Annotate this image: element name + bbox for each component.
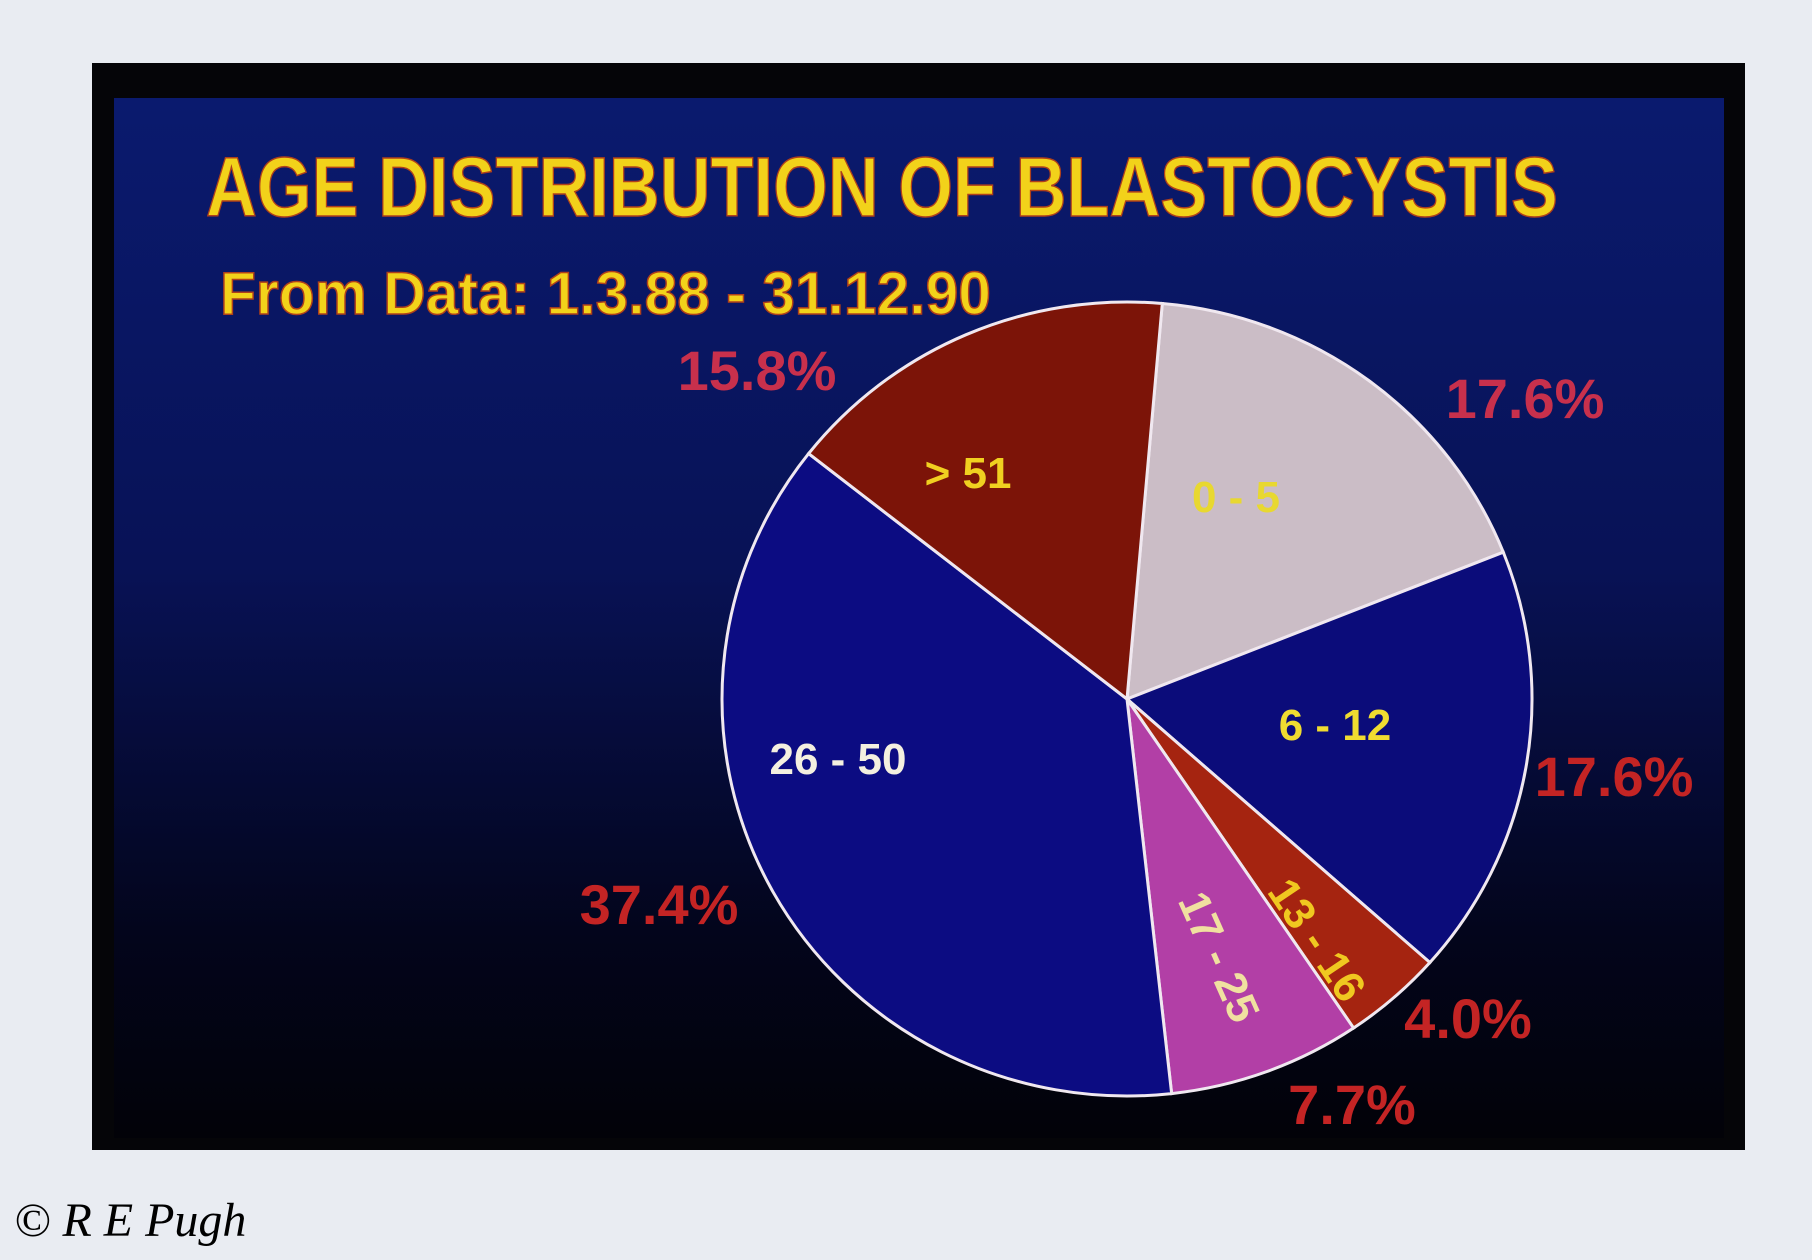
- copyright-signature: © R E Pugh: [14, 1194, 246, 1247]
- pie-slice: [1124, 550, 1534, 965]
- pie-slices: [720, 300, 1534, 1098]
- pie-slice: [1125, 301, 1506, 702]
- chart-title: AGE DISTRIBUTION OF BLASTOCYSTIS: [206, 140, 1558, 234]
- slice-label: > 51: [925, 449, 1012, 498]
- pie-slice: [806, 300, 1164, 702]
- percent-label: 17.6%: [1535, 745, 1694, 808]
- percent-label: 15.8%: [678, 339, 837, 402]
- chart-subtitle: From Data: 1.3.88 - 31.12.90: [220, 260, 991, 327]
- slice-label: 0 - 5: [1192, 473, 1280, 522]
- pie-slice: [720, 451, 1174, 1098]
- percent-label: 7.7%: [1288, 1073, 1416, 1136]
- percent-label: 4.0%: [1404, 987, 1532, 1050]
- percent-label: 17.6%: [1446, 367, 1605, 430]
- pie-slice: [1125, 698, 1356, 1096]
- percent-label: 37.4%: [580, 873, 739, 936]
- slice-label: 6 - 12: [1279, 701, 1392, 750]
- slice-label: 26 - 50: [770, 735, 907, 784]
